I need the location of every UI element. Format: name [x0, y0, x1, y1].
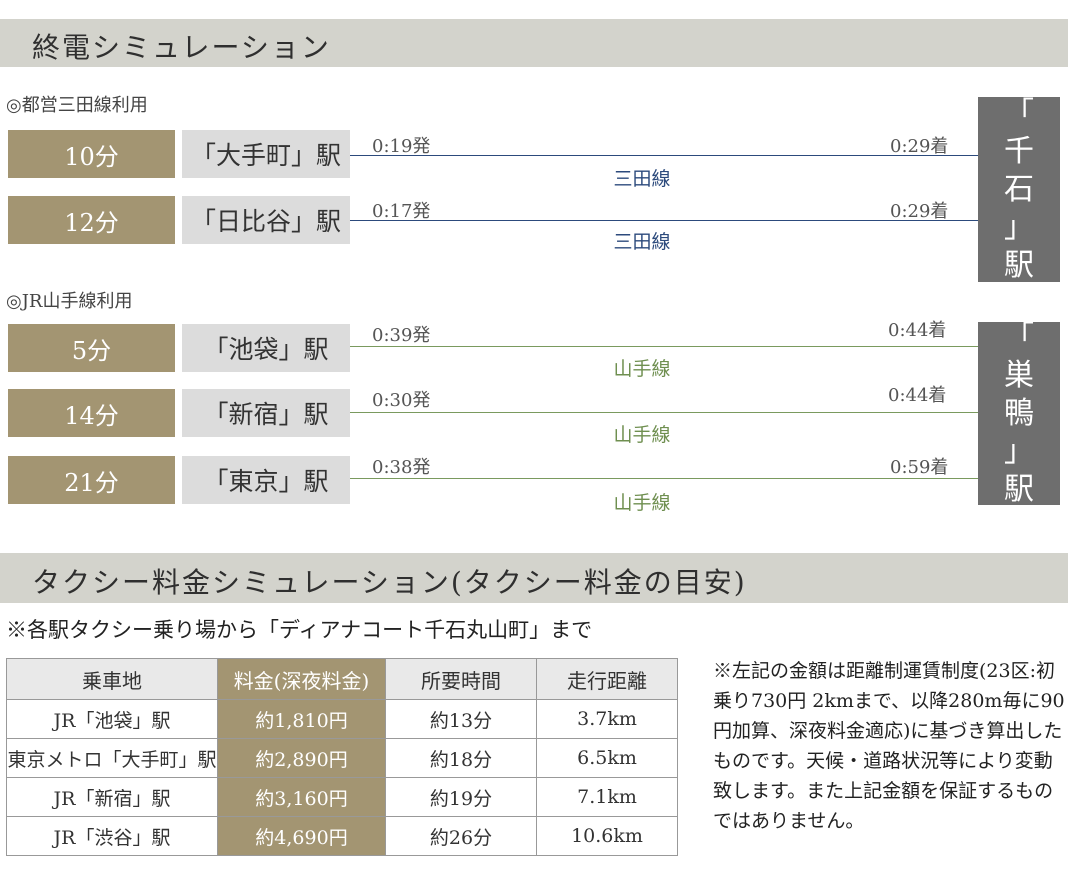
table-cell: 6.5km: [536, 738, 678, 778]
column-header: 料金(深夜料金): [217, 658, 386, 700]
travel-time-box: 14分: [8, 389, 175, 437]
section-title: タクシー料金シミュレーション(タクシー料金の目安): [32, 566, 747, 599]
arrival-time: 0:59着: [890, 457, 949, 478]
column-header: 走行距離: [536, 658, 678, 700]
dest-char: 駅: [1004, 247, 1034, 283]
line-name: 山手線: [613, 358, 671, 380]
destination-sugamo-station: 「 巣 鴨 」 駅: [978, 319, 1060, 507]
table-cell: 約3,160円: [217, 777, 386, 817]
station-box: 「池袋」駅: [182, 324, 350, 372]
dest-char: 巣: [1004, 357, 1034, 393]
table-cell: 約1,810円: [217, 699, 386, 739]
table-cell: JR「池袋」駅: [6, 699, 218, 739]
column-header: 乗車地: [6, 658, 218, 700]
travel-time-box: 5分: [8, 324, 175, 372]
arrival-time: 0:44着: [888, 385, 947, 406]
table-cell: 10.6km: [536, 816, 678, 856]
table-cell: 約4,690円: [217, 816, 386, 856]
dest-char: 千: [1004, 133, 1034, 169]
arrival-time: 0:29着: [890, 201, 949, 222]
travel-time-box: 21分: [8, 456, 175, 504]
route-line: [350, 155, 978, 156]
taxi-fare-table: 乗車地 料金(深夜料金) 所要時間 走行距離 JR「池袋」駅 約1,810円 約…: [6, 658, 678, 856]
table-row: JR「新宿」駅 約3,160円 約19分 7.1km: [6, 777, 678, 817]
table-row: JR「渋谷」駅 約4,690円 約26分 10.6km: [6, 816, 678, 856]
section-header-taxi-fare: タクシー料金シミュレーション(タクシー料金の目安): [0, 553, 1068, 603]
arrival-time: 0:44着: [888, 320, 947, 341]
departure-time: 0:39発: [372, 325, 431, 346]
departure-time: 0:19発: [372, 136, 431, 157]
fare-disclaimer: ※左記の金額は距離制運賃制度(23区:初乗り730円 2kmまで、以降280m毎…: [713, 660, 1065, 832]
table-cell: 東京メトロ「大手町」駅: [6, 738, 218, 778]
section-header-last-train: 終電シミュレーション: [0, 19, 1068, 67]
arrival-time: 0:29着: [890, 136, 949, 157]
station-box: 「日比谷」駅: [182, 196, 350, 244]
travel-time-box: 12分: [8, 196, 175, 244]
table-row: 東京メトロ「大手町」駅 約2,890円 約18分 6.5km: [6, 738, 678, 778]
table-cell: 約18分: [385, 738, 537, 778]
dest-char: 駅: [1004, 471, 1034, 507]
taxi-note: ※各駅タクシー乗り場から「ディアナコート千石丸山町」まで: [6, 618, 593, 642]
table-cell: 約26分: [385, 816, 537, 856]
table-row: JR「池袋」駅 約1,810円 約13分 3.7km: [6, 699, 678, 739]
table-cell: 7.1km: [536, 777, 678, 817]
travel-time-box: 10分: [8, 130, 175, 178]
line-name: 三田線: [613, 231, 671, 253]
table-cell: JR「新宿」駅: [6, 777, 218, 817]
route-line: [350, 220, 978, 221]
line-name: 山手線: [613, 424, 671, 446]
table-cell: 3.7km: [536, 699, 678, 739]
table-cell: 約2,890円: [217, 738, 386, 778]
station-box: 「新宿」駅: [182, 389, 350, 437]
table-cell: 約13分: [385, 699, 537, 739]
route-line: [350, 412, 978, 413]
dest-char: 」: [1004, 209, 1034, 245]
dest-char: 「: [1004, 95, 1034, 131]
table-cell: JR「渋谷」駅: [6, 816, 218, 856]
dest-char: 石: [1004, 171, 1034, 207]
departure-time: 0:38発: [372, 457, 431, 478]
line-name: 山手線: [613, 492, 671, 514]
route-line: [350, 478, 978, 479]
mita-line-label: ◎都営三田線利用: [6, 95, 148, 116]
dest-char: 鴨: [1004, 395, 1034, 431]
line-name: 三田線: [613, 168, 671, 190]
dest-char: 「: [1004, 319, 1034, 355]
station-box: 「大手町」駅: [182, 130, 350, 178]
departure-time: 0:17発: [372, 201, 431, 222]
dest-char: 」: [1004, 433, 1034, 469]
table-cell: 約19分: [385, 777, 537, 817]
table-header-row: 乗車地 料金(深夜料金) 所要時間 走行距離: [6, 658, 678, 700]
yamanote-line-label: ◎JR山手線利用: [6, 291, 133, 312]
station-box: 「東京」駅: [182, 456, 350, 504]
route-line: [350, 346, 978, 347]
departure-time: 0:30発: [372, 390, 431, 411]
column-header: 所要時間: [385, 658, 537, 700]
section-title: 終電シミュレーション: [32, 31, 331, 64]
destination-sengoku-station: 「 千 石 」 駅: [978, 95, 1060, 283]
